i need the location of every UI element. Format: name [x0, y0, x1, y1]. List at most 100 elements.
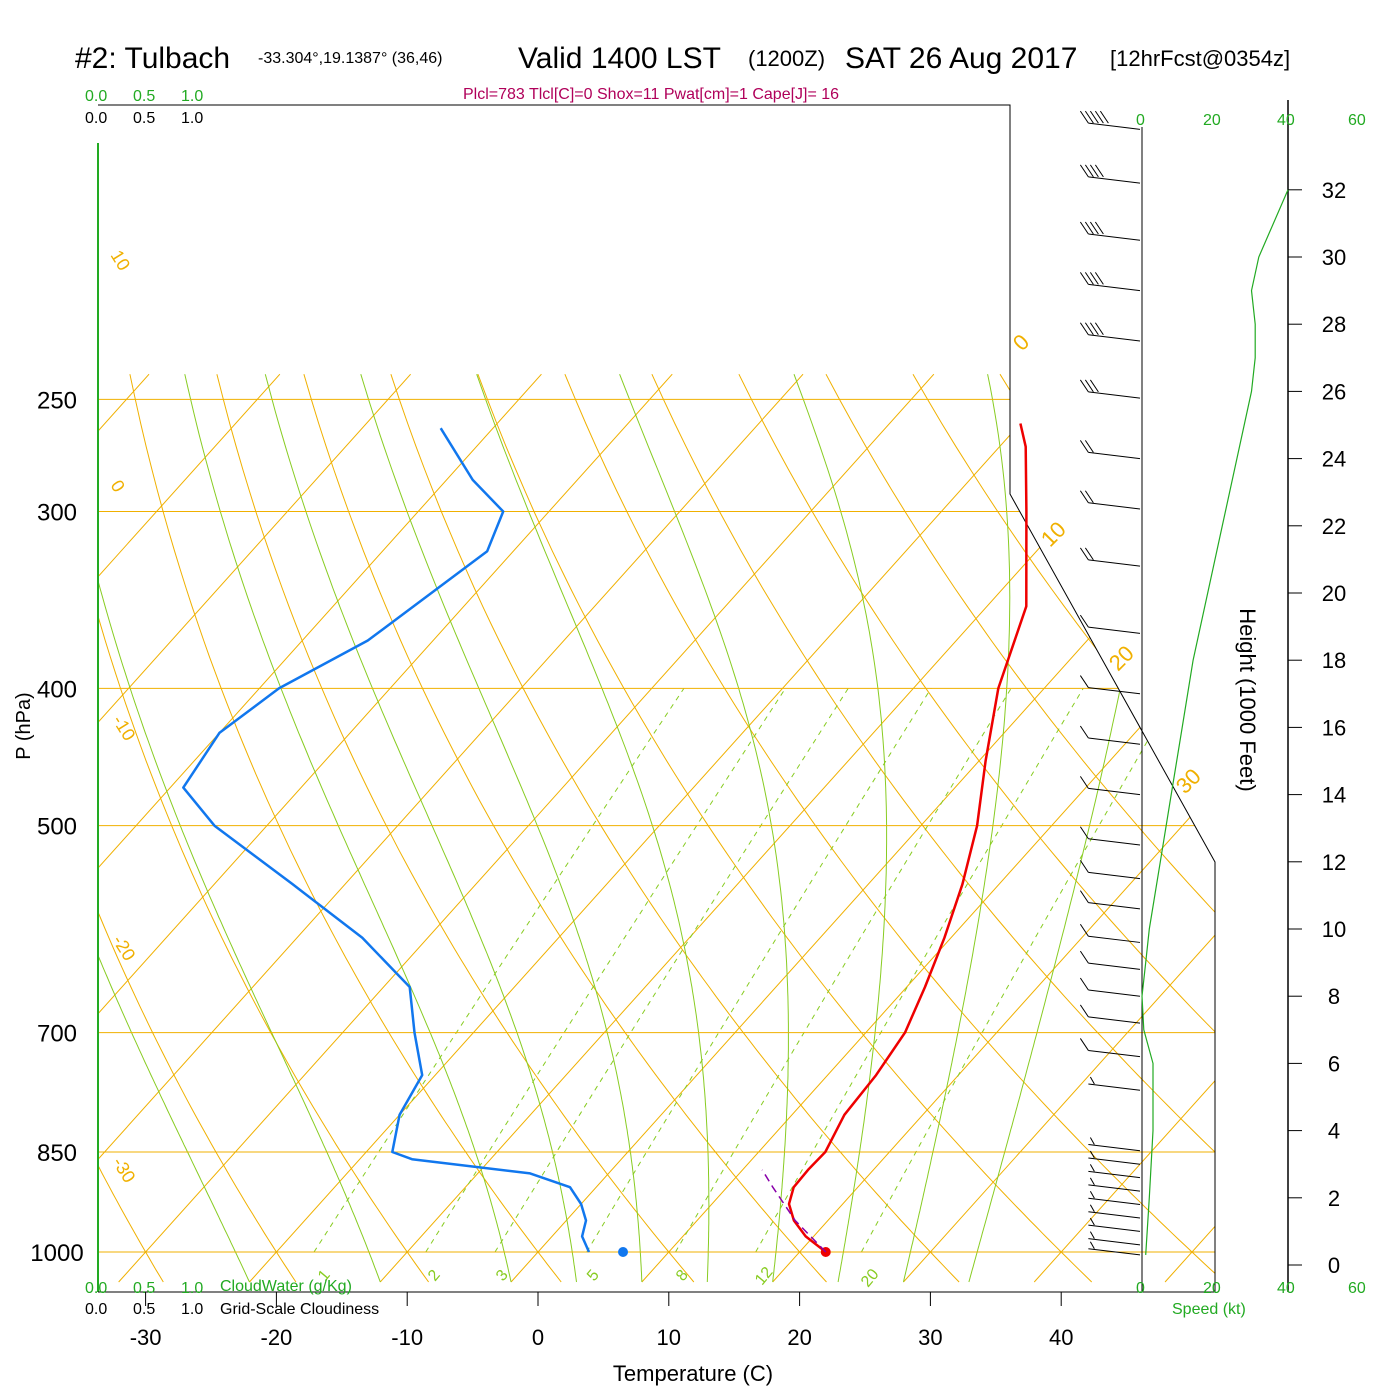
- wind-barb-feather: [1084, 164, 1094, 178]
- dry-adiabat-line: [825, 373, 1215, 1283]
- wind-barb-staff: [1088, 1016, 1141, 1024]
- dry-adiabat-line: [216, 374, 695, 1283]
- wind-barb-feather: [1079, 614, 1089, 628]
- moist-adiabat-line: [98, 374, 381, 1283]
- wind-barb-feather: [1079, 826, 1089, 840]
- cloudiness-tick: 0.0: [85, 110, 107, 127]
- isotherm-line: [641, 373, 1215, 1283]
- dry-adiabat-line: [1261, 374, 1400, 1282]
- height-tick-label: 26: [1322, 379, 1346, 404]
- x-axis-title: Temperature (C): [613, 1361, 773, 1386]
- mixing-ratio-line: [313, 688, 685, 1253]
- cloud-water-scale-bottom: 0.0 0.5 1.0 CloudWater (g/Kg): [85, 1278, 352, 1297]
- wind-speed-line: [1141, 189, 1289, 1255]
- dry-adiabat-line: [564, 374, 1215, 1283]
- pressure-tick-label: 400: [37, 676, 77, 703]
- wind-barb-staff: [1088, 687, 1141, 695]
- wind-barb-feather: [1094, 272, 1104, 285]
- wind-barb-feather: [1079, 776, 1089, 789]
- speed-axis-label: Speed (kt): [1172, 1301, 1246, 1318]
- isotherm-line: [118, 373, 935, 1283]
- wind-barb-feather: [1079, 379, 1089, 393]
- wind-barb-half-feather: [1089, 1204, 1095, 1212]
- isotherm-label: 20: [1104, 641, 1139, 676]
- cloudiness-label: Grid-Scale Cloudiness: [220, 1301, 379, 1318]
- height-tick-label: 28: [1322, 312, 1346, 337]
- moist-adiabat-line: [98, 374, 250, 1283]
- mixing-ratio-line: [494, 688, 849, 1253]
- wind-barb: [1079, 977, 1141, 997]
- height-tick-label: 4: [1328, 1119, 1340, 1144]
- wind-barb-staff: [1088, 451, 1141, 460]
- mixing-ratio-line: [860, 688, 1179, 1253]
- wind-barb-staff: [1088, 391, 1141, 399]
- isotherm-line: [1164, 373, 1215, 1283]
- cloud-water-tick: 0.0: [85, 1280, 107, 1297]
- temperature-line: [787, 423, 1028, 1253]
- isotherm-line: [98, 373, 673, 1283]
- cloudiness-tick: 1.0: [181, 1301, 203, 1318]
- wind-barb-feather: [1079, 110, 1089, 124]
- wind-barb-feather: [1084, 272, 1094, 285]
- moist-adiabat-line: [903, 374, 1011, 1283]
- wind-barb: [1079, 675, 1141, 695]
- wind-barb: [1088, 1164, 1141, 1179]
- wind-barb-feather: [1084, 322, 1094, 336]
- height-tick-label: 16: [1322, 715, 1346, 740]
- x-tick-label: 20: [787, 1325, 811, 1350]
- wind-barb-staff: [1088, 122, 1141, 130]
- isotherm-label: 0: [1008, 329, 1034, 355]
- speed-axis-bottom: 0 20 40 60 Speed (kt): [1136, 1280, 1366, 1318]
- height-tick-label: 32: [1322, 178, 1346, 203]
- valid-date: SAT 26 Aug 2017: [845, 42, 1077, 75]
- wind-barb-feather: [1079, 725, 1089, 739]
- pressure-tick-label: 300: [37, 499, 77, 526]
- wind-barb-half-feather: [1089, 1191, 1095, 1199]
- wind-barb-staff: [1088, 176, 1141, 184]
- wind-barb: [1088, 1191, 1141, 1206]
- wind-barb-feather: [1079, 440, 1089, 453]
- moist-adiabat-line: [793, 374, 888, 1283]
- parcel-line: [761, 1169, 827, 1253]
- wind-barb: [1079, 860, 1141, 880]
- wind-barb: [1079, 826, 1141, 846]
- wind-barb-staff: [1088, 1170, 1141, 1179]
- wind-barb: [1088, 1204, 1141, 1219]
- x-tick-label: 30: [918, 1325, 942, 1350]
- wind-barb-staff: [1088, 935, 1141, 943]
- isotherm-line: [98, 373, 542, 1283]
- wind-barb-feather: [1079, 272, 1089, 285]
- cloud-water-tick: 0.5: [133, 88, 155, 105]
- wind-barb-half-feather: [1089, 1164, 1095, 1172]
- wind-barb: [1079, 950, 1141, 970]
- height-tick-label: 6: [1328, 1051, 1340, 1076]
- isotherm-label: -20: [109, 932, 140, 965]
- wind-barb-staff: [1088, 1197, 1141, 1206]
- wind-barb: [1079, 923, 1141, 943]
- height-tick-label: 14: [1322, 783, 1346, 808]
- isotherm-line: [249, 373, 1066, 1283]
- wind-barb: [1079, 490, 1141, 510]
- isotherm-label: -10: [109, 712, 140, 745]
- height-tick-label: 0: [1328, 1253, 1340, 1278]
- wind-barb-staff: [1088, 962, 1141, 970]
- wind-barb-feather: [1084, 547, 1094, 561]
- wind-barb-staff: [1088, 1144, 1141, 1152]
- height-tick-label: 22: [1322, 514, 1346, 539]
- wind-barb: [1079, 440, 1141, 460]
- dry-adiabat-line: [0, 374, 31, 1282]
- wind-barb-feather: [1079, 221, 1089, 235]
- dry-adiabat-line: [1348, 374, 1400, 1282]
- wind-barb-feather: [1089, 221, 1099, 235]
- isotherms: [98, 373, 1215, 1283]
- wind-barb-feather: [1084, 490, 1094, 504]
- wind-barb-staff: [1088, 1157, 1141, 1165]
- wind-barb-half-feather: [1089, 1241, 1095, 1249]
- speed-tick: 60: [1348, 112, 1366, 129]
- mixing-ratio-label: 5: [584, 1267, 603, 1285]
- isotherm-line: [510, 373, 1215, 1283]
- wind-barb: [1079, 272, 1141, 292]
- wind-barb-feather: [1079, 675, 1089, 688]
- wind-barb: [1088, 1137, 1141, 1152]
